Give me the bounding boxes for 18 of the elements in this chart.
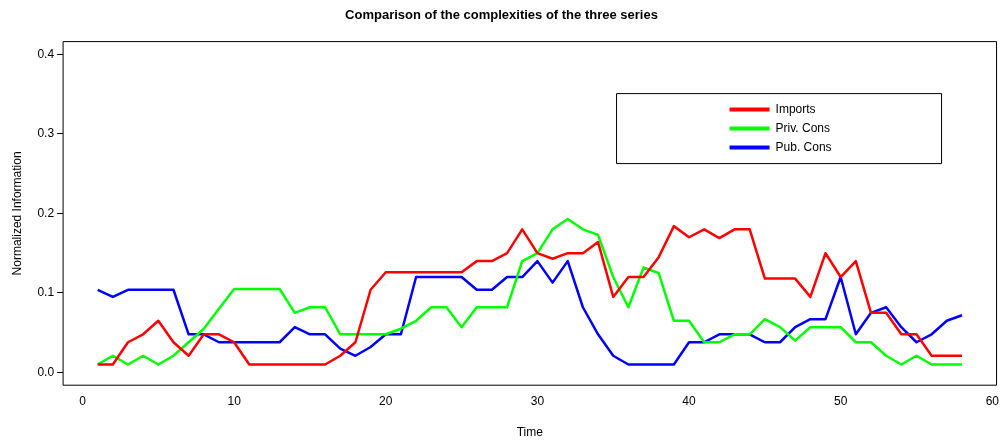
chart-title: Comparison of the complexities of the three series xyxy=(345,7,658,23)
x-tick-label: 10 xyxy=(227,393,242,408)
x-tick-label: 60 xyxy=(985,393,1000,408)
x-axis-title: Time xyxy=(516,425,544,440)
y-tick-label: 0.3 xyxy=(37,126,55,141)
y-tick-label: 0.4 xyxy=(37,46,55,61)
x-tick-label: 30 xyxy=(530,393,545,408)
x-tick-label: 20 xyxy=(379,393,393,408)
legend-label: Imports xyxy=(775,101,816,116)
legend-label: Priv. Cons xyxy=(775,120,831,135)
x-tick-label: 0 xyxy=(79,393,87,408)
y-tick-label: 0.2 xyxy=(37,205,55,220)
legend-label: Pub. Cons xyxy=(775,139,832,154)
y-tick-label: 0.0 xyxy=(37,364,55,379)
y-axis-title: Normalized Information xyxy=(9,151,24,276)
x-tick-label: 40 xyxy=(682,393,697,408)
x-tick-label: 50 xyxy=(833,393,848,408)
y-tick-label: 0.1 xyxy=(37,285,55,300)
